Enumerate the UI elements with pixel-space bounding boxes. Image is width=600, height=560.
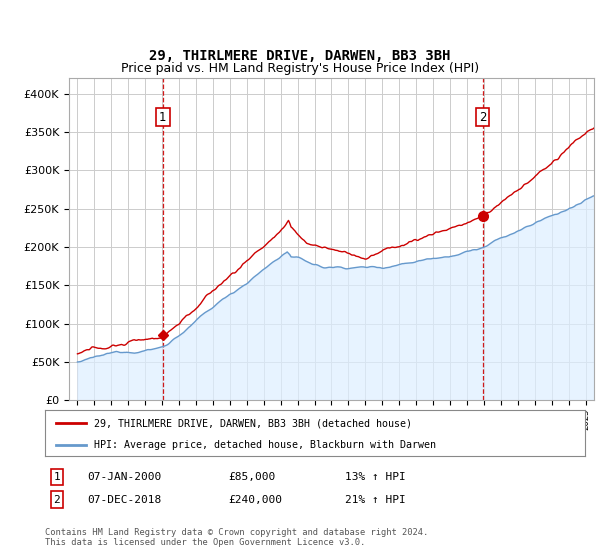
Text: 2: 2 xyxy=(53,494,61,505)
Text: 29, THIRLMERE DRIVE, DARWEN, BB3 3BH: 29, THIRLMERE DRIVE, DARWEN, BB3 3BH xyxy=(149,49,451,63)
Text: 07-JAN-2000: 07-JAN-2000 xyxy=(87,472,161,482)
Text: 29, THIRLMERE DRIVE, DARWEN, BB3 3BH (detached house): 29, THIRLMERE DRIVE, DARWEN, BB3 3BH (de… xyxy=(94,418,412,428)
Text: 21% ↑ HPI: 21% ↑ HPI xyxy=(345,494,406,505)
Text: £85,000: £85,000 xyxy=(228,472,275,482)
Text: Price paid vs. HM Land Registry's House Price Index (HPI): Price paid vs. HM Land Registry's House … xyxy=(121,62,479,75)
Text: £240,000: £240,000 xyxy=(228,494,282,505)
Text: HPI: Average price, detached house, Blackburn with Darwen: HPI: Average price, detached house, Blac… xyxy=(94,440,436,450)
Text: 1: 1 xyxy=(53,472,61,482)
Text: 2: 2 xyxy=(479,110,487,124)
Text: 13% ↑ HPI: 13% ↑ HPI xyxy=(345,472,406,482)
Text: Contains HM Land Registry data © Crown copyright and database right 2024.
This d: Contains HM Land Registry data © Crown c… xyxy=(45,528,428,547)
Text: 07-DEC-2018: 07-DEC-2018 xyxy=(87,494,161,505)
Text: 1: 1 xyxy=(159,110,167,124)
